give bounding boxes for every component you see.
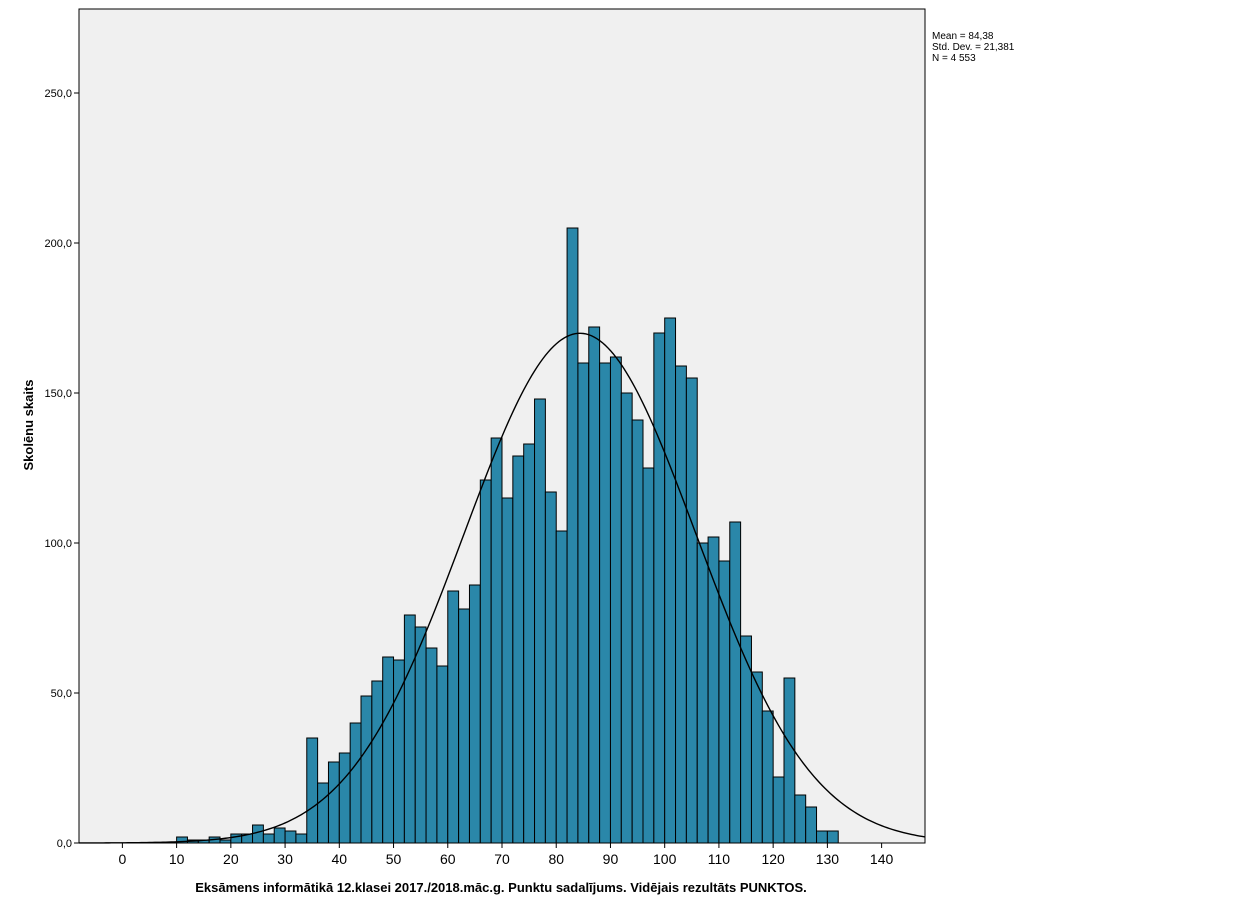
histogram-bar [327, 761, 340, 844]
x-tick-label: 100 [653, 851, 677, 867]
histogram-bar [772, 776, 785, 844]
y-tick-label: 200,0 [44, 238, 72, 250]
x-tick-label: 70 [494, 851, 510, 867]
histogram-bar [696, 542, 709, 844]
axes: 0 10 20 30 40 50 60 70 80 90 100 110 120 130 140 0,0 50,… [44, 8, 926, 867]
x-tick-label: 110 [708, 851, 731, 867]
histogram-bar [468, 584, 481, 844]
histogram-bar [252, 824, 264, 844]
histogram-bar [588, 326, 601, 844]
histogram-bar [544, 491, 557, 844]
histogram-bar [414, 626, 427, 844]
y-axis-label: Skolēnu skaits [21, 379, 36, 470]
histogram-bar [317, 782, 329, 844]
histogram-bar [675, 365, 687, 844]
std-dev-stat: Std. Dev. = 21,381 [932, 42, 1015, 53]
histogram-bar [403, 614, 416, 844]
histogram-bar [761, 710, 774, 844]
histogram-bar [371, 680, 384, 844]
x-tick-label: 40 [332, 851, 348, 867]
histogram-bar [577, 362, 590, 844]
histogram-bar [262, 833, 275, 844]
y-tick-label: 50,0 [51, 688, 72, 700]
histogram-bar [653, 332, 666, 844]
x-tick-label: 80 [548, 851, 564, 867]
x-tick-label: 10 [169, 851, 185, 867]
histogram-bar [501, 497, 514, 844]
x-tick-label: 120 [761, 851, 785, 867]
histogram-bar [620, 392, 633, 844]
histogram-bar [631, 419, 644, 844]
histogram-bar [338, 752, 351, 844]
stats-box: Mean = 84,38 Std. Dev. = 21,381 N = 4 55… [932, 31, 1014, 64]
histogram-bar [609, 356, 622, 844]
histogram-bar [816, 830, 828, 844]
y-tick-label: 250,0 [44, 88, 72, 100]
histogram-bar [447, 590, 460, 844]
x-tick-label: 30 [277, 851, 293, 867]
n-stat: N = 4 553 [932, 53, 976, 64]
histogram-bar [664, 317, 677, 844]
histogram-bar [707, 536, 720, 844]
histogram-bar [750, 671, 763, 844]
histogram-bar [349, 722, 362, 844]
x-tick-label: 60 [440, 851, 456, 867]
histogram-bar [599, 362, 611, 844]
histogram-bar [273, 827, 286, 844]
y-tick-label: 0,0 [57, 838, 72, 850]
histogram-bar [479, 479, 492, 844]
histogram-bar [555, 530, 568, 844]
histogram-bar [534, 398, 546, 844]
y-tick-label: 150,0 [44, 388, 72, 400]
histogram-bar [436, 665, 449, 844]
histogram-bar [360, 695, 373, 844]
histogram-bar [805, 806, 818, 844]
histogram-bar [393, 659, 405, 844]
histogram-bar [729, 521, 742, 844]
histogram-bar [783, 677, 796, 844]
histogram-bar [284, 830, 297, 844]
histogram-bar [566, 227, 579, 844]
x-tick-label: 50 [386, 851, 402, 867]
x-tick-label: 20 [223, 851, 239, 867]
histogram-bar [642, 467, 655, 844]
histogram-bar [718, 560, 731, 844]
normal-curve [79, 332, 926, 844]
histogram-bar [685, 377, 698, 844]
y-tick-label: 100,0 [44, 538, 72, 550]
histogram-bar [382, 656, 395, 844]
mean-stat: Mean = 84,38 [932, 31, 994, 42]
histogram-bar [490, 437, 503, 844]
histogram-bar [512, 455, 525, 844]
histogram-bar [826, 830, 839, 844]
histogram-bar [523, 443, 536, 844]
x-tick-label: 140 [870, 851, 894, 867]
x-axis-label: Eksāmens informātikā 12.klasei 2017./201… [195, 880, 807, 895]
histogram-bar [295, 833, 308, 844]
histogram-bar [306, 737, 319, 844]
x-tick-label: 130 [816, 851, 840, 867]
x-tick-label: 90 [603, 851, 619, 867]
histogram-bar [458, 608, 470, 844]
x-tick-label: 0 [118, 851, 126, 867]
histogram-bar [794, 794, 807, 844]
histogram-bar [425, 647, 438, 844]
